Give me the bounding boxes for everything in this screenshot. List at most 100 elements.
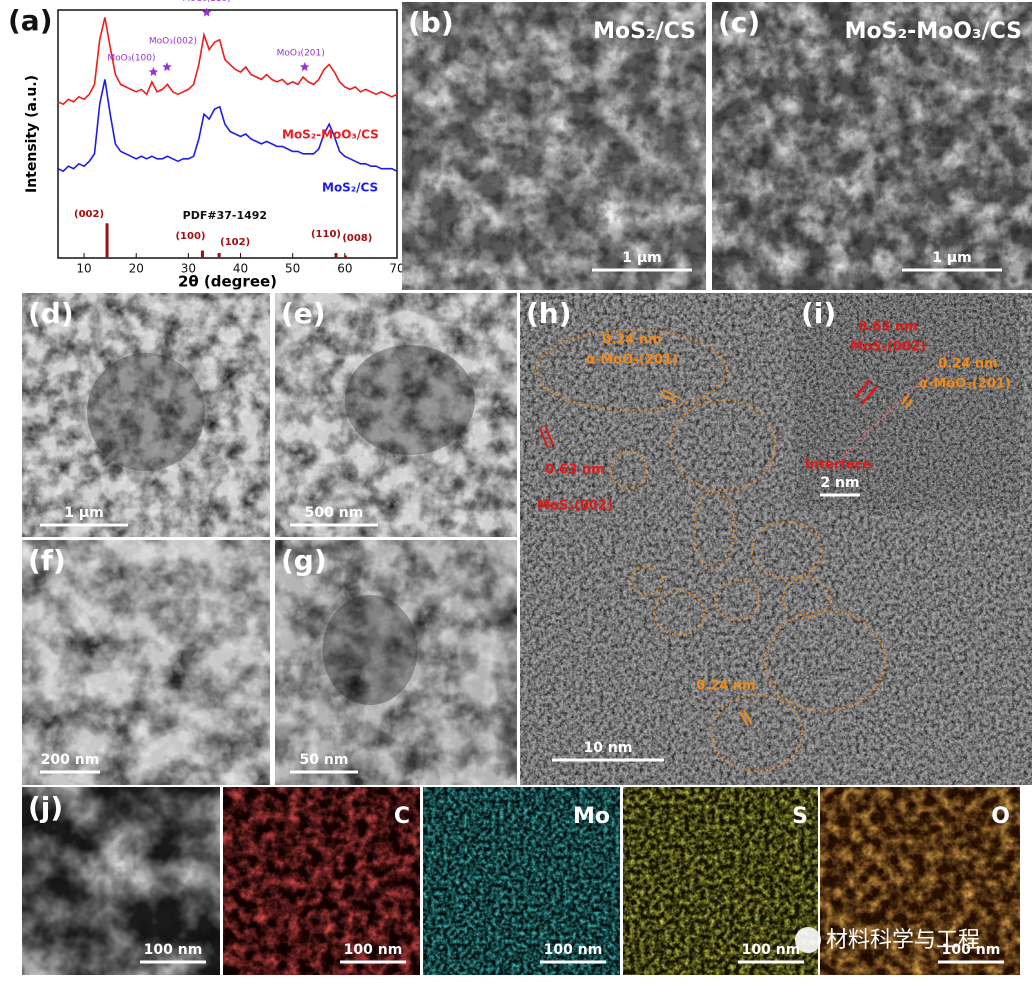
scale-bar-label: 200 nm — [41, 752, 100, 768]
panel-title: MoS₂/CS — [593, 19, 696, 44]
panel-label: (e) — [281, 297, 326, 330]
scale-bar-label: 1 μm — [932, 250, 972, 266]
watermark-icon — [795, 927, 821, 953]
scale-bar-label: 100 nm — [344, 942, 403, 958]
micrograph-panel — [423, 787, 620, 975]
plot-frame — [57, 9, 398, 259]
fringe-marker — [861, 385, 878, 405]
lattice-region — [653, 590, 705, 636]
texture — [820, 787, 1020, 975]
reference-label: (102) — [220, 237, 250, 248]
reference-bar — [217, 253, 221, 258]
micrograph-panel — [22, 787, 220, 975]
scale-bar-label: 100 nm — [742, 942, 801, 958]
series-line — [57, 79, 398, 173]
scale-bar-label: 10 nm — [584, 740, 633, 756]
peak-star — [162, 62, 172, 72]
lattice-region — [714, 579, 760, 621]
fringe-marker — [739, 711, 749, 727]
panel-label: (a) — [8, 4, 53, 37]
panel-title: O — [991, 804, 1010, 829]
reference-label: (110) — [311, 229, 341, 240]
fringe-marker — [539, 427, 549, 449]
x-tick-label: 50 — [285, 262, 300, 276]
micrograph-panel — [712, 2, 1032, 290]
lattice-region — [693, 491, 735, 569]
lattice-region — [536, 329, 728, 411]
reference-bar — [343, 255, 347, 258]
reference-label: (008) — [342, 233, 372, 244]
texture — [275, 293, 517, 537]
texture — [22, 787, 220, 975]
fringe-marker — [905, 399, 913, 409]
x-tick-label: 40 — [233, 262, 248, 276]
panel-label: (h) — [526, 297, 572, 330]
spacing-label: 0.24 nm — [938, 357, 997, 372]
micrograph-panel — [520, 293, 1032, 785]
divider — [706, 0, 712, 292]
panel-title: Mo — [573, 804, 610, 829]
peak-label: MoO₃(002) — [149, 37, 197, 47]
scale-bar-label: 100 nm — [144, 942, 203, 958]
x-tick-label: 70 — [389, 262, 404, 276]
panel-label: (g) — [281, 544, 327, 577]
lattice-region — [782, 577, 830, 619]
reference-name: PDF#37-1492 — [183, 209, 267, 222]
lattice-region — [630, 565, 664, 595]
fringe-marker — [544, 424, 554, 446]
scale-bar-label: 1 μm — [622, 250, 662, 266]
reference-bar — [200, 250, 204, 258]
dark-region — [345, 345, 475, 455]
texture — [402, 2, 706, 290]
x-tick-label: 60 — [337, 262, 352, 276]
peak-star — [299, 62, 310, 72]
fringe-marker — [662, 389, 680, 399]
micrograph-panel — [275, 293, 517, 537]
panel-label: (c) — [718, 6, 760, 39]
spacing-label: 0.63 nm — [545, 463, 604, 478]
watermark: 材料科学与工程 — [826, 928, 980, 953]
interface-line — [841, 349, 956, 457]
x-axis-label: 2θ (degree) — [178, 273, 277, 291]
scale-bar-label: 2 nm — [820, 475, 859, 491]
texture — [22, 293, 270, 537]
micrograph-panel — [223, 787, 420, 975]
y-axis-label: Intensity (a.u.) — [24, 75, 40, 193]
panel-title: MoS₂-MoO₃/CS — [845, 19, 1022, 44]
series-label: MoS₂-MoO₃/CS — [282, 128, 379, 142]
interface-label: Interface — [805, 458, 872, 473]
phase-label: MoS₂(002) — [537, 499, 613, 514]
reference-bar — [334, 253, 338, 258]
panel-label: (f) — [28, 544, 66, 577]
micrograph-panel — [820, 787, 1020, 975]
series-label: MoS₂/CS — [322, 181, 378, 195]
x-tick-label: 10 — [76, 262, 91, 276]
micrograph-panel — [275, 540, 517, 785]
texture — [623, 787, 818, 975]
peak-label: MoO₃(100) — [107, 54, 155, 64]
lattice-region — [751, 521, 823, 579]
dark-region — [87, 353, 205, 471]
texture — [423, 787, 620, 975]
texture — [22, 540, 270, 785]
lattice-region — [610, 451, 648, 489]
scale-bar-label: 100 nm — [942, 942, 1001, 958]
micrograph-panel — [623, 787, 818, 975]
texture — [712, 2, 1032, 290]
panel-label: (i) — [801, 297, 836, 330]
fringe-marker — [854, 379, 871, 399]
scale-bar-label: 100 nm — [544, 942, 603, 958]
dark-region — [322, 595, 418, 705]
spacing-label: 0.63 nm — [858, 320, 917, 335]
series-line — [57, 17, 398, 106]
spacing-label: 0.24 nm — [696, 679, 755, 694]
phase-label: MoS₂(002) — [850, 340, 926, 355]
panel-title: S — [792, 804, 808, 829]
panel-label: (d) — [28, 297, 74, 330]
micrograph-panel — [22, 540, 270, 785]
lattice-region — [764, 610, 886, 712]
x-tick-label: 20 — [129, 262, 144, 276]
fringe-marker — [743, 709, 753, 725]
scale-bar-label: 500 nm — [305, 505, 364, 521]
